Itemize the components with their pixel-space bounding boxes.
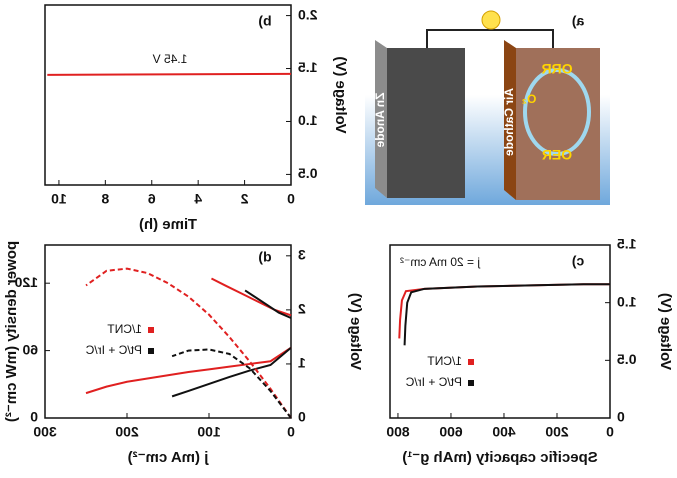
reaction-label: ORR (541, 61, 572, 77)
x-tick-label: 2 (240, 191, 248, 207)
bulb (481, 10, 501, 30)
y-tick-label: 1.5 (298, 59, 318, 75)
y-tick-label: 0.5 (298, 165, 318, 181)
y2-tick-label: 0 (30, 409, 38, 425)
y-tick-label: 2 (298, 301, 306, 317)
x-tick-label: 600 (439, 424, 463, 440)
y-tick-label: 0 (617, 409, 625, 425)
x-tick-label: 400 (492, 424, 516, 440)
y2-tick-label: 60 (22, 341, 38, 357)
x-tick-label: 8 (101, 191, 109, 207)
y-tick-label: 1.0 (298, 112, 318, 128)
reaction-label: OER (542, 147, 572, 163)
mirrored-figure: Zn Anode Air Cathode ORR OER O₂ a) 0 2 4 6 8… (3, 4, 674, 466)
cathode-label: Air Cathode (502, 88, 516, 156)
y-tick-label: 0 (298, 409, 306, 425)
annotation: 1.45 V (153, 52, 188, 66)
x-axis-label: Specific capacity (mAh g⁻¹) (402, 449, 597, 466)
x-axis-label: j (mA cm⁻²) (128, 449, 210, 466)
x-tick-label: 0 (606, 424, 614, 440)
panel-label: c) (572, 253, 584, 269)
data-line (403, 283, 610, 346)
y2-axis-label: power density (mW cm⁻²) (3, 241, 20, 422)
data-line (398, 283, 610, 339)
panel-label: b) (258, 13, 271, 29)
legend-label: 1/CNT (107, 322, 142, 336)
legend-label: Pt/C + Ir/C (405, 375, 462, 389)
x-tick-label: 0 (287, 424, 295, 440)
x-tick-label: 10 (51, 191, 67, 207)
data-line (244, 289, 292, 319)
data-line (171, 346, 292, 398)
x-tick-label: 6 (148, 191, 156, 207)
data-line (171, 348, 292, 419)
data-line (85, 346, 292, 395)
x-tick-label: 4 (194, 191, 202, 207)
cathode-side (504, 40, 516, 200)
anode-label: Zn Anode (373, 93, 387, 148)
legend-marker (148, 327, 154, 333)
y-axis-label: Voltage (V) (657, 293, 674, 370)
annotation: j = 20 mA cm⁻² (400, 255, 481, 269)
data-line (47, 72, 292, 76)
x-tick-label: 200 (545, 424, 569, 440)
y-tick-label: 3 (298, 247, 306, 263)
y-axis-label: Voltage (V) (347, 293, 364, 370)
y-axis-label: Voltage (V) (332, 56, 349, 133)
legend-marker (148, 348, 154, 354)
y-tick-label: 1.0 (617, 293, 637, 309)
plot-frame (44, 4, 292, 186)
cycle-arrow (523, 68, 591, 156)
x-tick-label: 200 (115, 424, 139, 440)
data-line (85, 267, 292, 419)
legend-label: Pt/C + Ir/C (85, 343, 142, 357)
anode-side (375, 40, 387, 198)
x-tick-label: 300 (33, 424, 57, 440)
panel-label: d) (258, 249, 271, 265)
illustration: Zn Anode Air Cathode ORR OER O₂ a) (365, 5, 610, 205)
gas-label: O₂ (522, 92, 537, 106)
plot-frame (389, 244, 611, 419)
anode-block (387, 48, 465, 198)
plot-frame (44, 244, 292, 419)
x-tick-label: 0 (287, 191, 295, 207)
y-tick-label: 1 (298, 355, 306, 371)
y-tick-label: 2.0 (298, 6, 318, 22)
x-axis-label: Time (h) (139, 216, 197, 233)
legend-marker (468, 359, 474, 365)
legend-marker (468, 380, 474, 386)
wire (426, 29, 554, 48)
panel-label: a) (572, 13, 584, 29)
x-tick-label: 800 (386, 424, 410, 440)
y-tick-label: 1.5 (617, 236, 637, 252)
x-tick-label: 100 (197, 424, 221, 440)
y2-tick-label: 120 (14, 274, 38, 290)
data-line (211, 277, 292, 317)
y-tick-label: 0.5 (617, 351, 637, 367)
legend-label: 1/CNT (427, 354, 462, 368)
